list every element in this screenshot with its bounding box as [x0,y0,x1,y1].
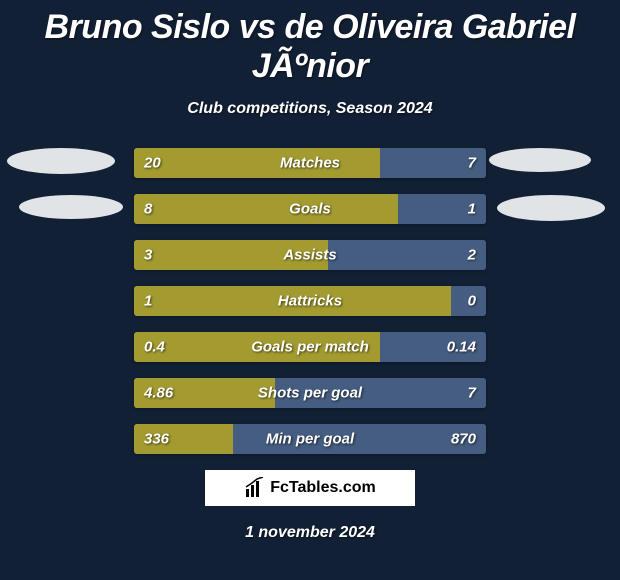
brand-text: FcTables.com [270,479,376,497]
value-left: 1 [144,293,152,310]
stat-label: Matches [280,155,340,172]
stat-row: 3 2 Assists [134,240,486,270]
bar-left [134,194,398,224]
brand-badge: FcTables.com [205,470,415,506]
value-left: 3 [144,247,152,264]
player-placeholder-ellipse [497,195,605,221]
stat-row: 336 870 Min per goal [134,424,486,454]
value-left: 8 [144,201,152,218]
value-right: 870 [451,431,476,448]
stat-label: Min per goal [266,431,354,448]
bar-right [444,194,486,224]
comparison-chart: 20 7 Matches 8 1 Goals 3 2 Assists 1 0 Hattricks 0.4… [0,148,620,454]
value-right: 2 [468,247,476,264]
stat-label: Hattricks [278,293,342,310]
stat-row: 8 1 Goals [134,194,486,224]
stat-row: 0.4 0.14 Goals per match [134,332,486,362]
value-right: 0 [468,293,476,310]
value-right: 1 [468,201,476,218]
chart-icon [244,477,266,499]
value-left: 0.4 [144,339,165,356]
value-right: 7 [468,155,476,172]
player-placeholder-ellipse [489,148,591,172]
stat-row: 20 7 Matches [134,148,486,178]
value-left: 20 [144,155,161,172]
stat-label: Goals per match [251,339,369,356]
value-left: 4.86 [144,385,173,402]
value-right: 7 [468,385,476,402]
stat-label: Goals [289,201,331,218]
subtitle: Club competitions, Season 2024 [0,100,620,118]
bar-left [134,148,380,178]
value-left: 336 [144,431,169,448]
page-title: Bruno Sislo vs de Oliveira Gabriel JÃºni… [0,0,620,86]
stat-rows-container: 20 7 Matches 8 1 Goals 3 2 Assists 1 0 Hattricks 0.4… [134,148,486,454]
stat-label: Shots per goal [258,385,362,402]
bar-right [345,240,486,270]
date-label: 1 november 2024 [0,524,620,542]
value-right: 0.14 [447,339,476,356]
stat-row: 4.86 7 Shots per goal [134,378,486,408]
stat-label: Assists [283,247,336,264]
player-placeholder-ellipse [7,148,115,174]
stat-row: 1 0 Hattricks [134,286,486,316]
player-placeholder-ellipse [19,195,123,219]
